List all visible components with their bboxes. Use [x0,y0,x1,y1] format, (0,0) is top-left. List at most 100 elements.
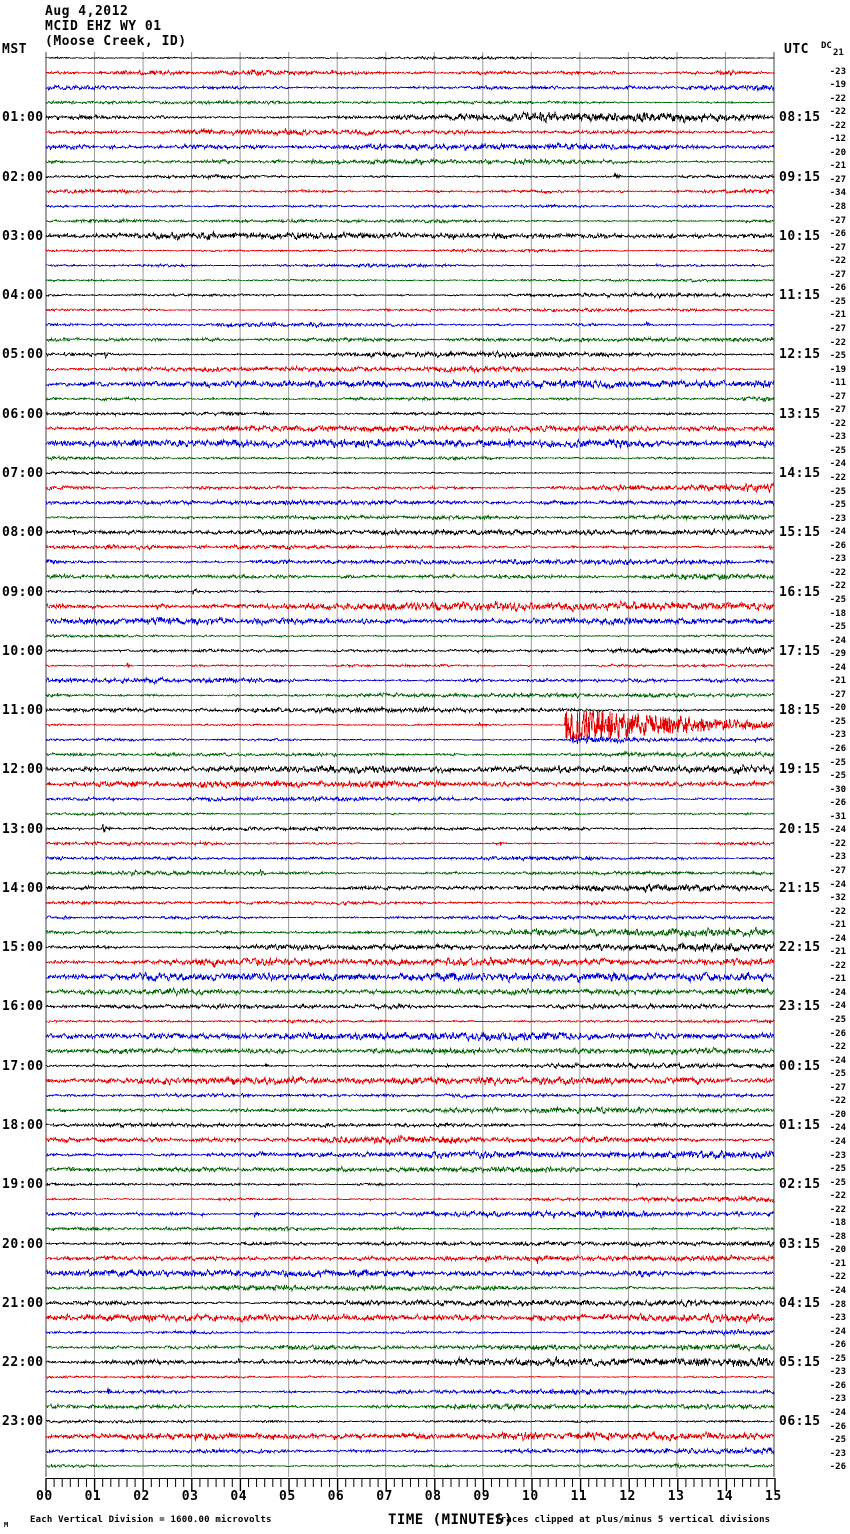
dc-value: -26 [829,229,846,240]
trace-line [45,1092,775,1100]
utc-hour-label: 23:15 [779,999,821,1015]
x-tick-label: 10 [522,1489,539,1504]
dc-value: -23 [829,730,846,741]
dc-value: -21 [829,161,846,172]
trace-line [45,1268,775,1279]
dc-value: -12 [829,134,846,145]
trace-line [45,172,775,180]
trace-line [45,320,775,329]
trace-line [45,1462,775,1469]
right-timezone-label: UTC [784,42,809,57]
trace-line [45,971,775,984]
trace-line [45,1254,775,1265]
mst-hour-label: 16:00 [2,999,44,1015]
dc-value: -25 [829,594,846,605]
trace-line [46,1046,775,1057]
dc-value: -25 [829,757,846,768]
dc-value: -23 [829,554,846,565]
trace-line [45,1387,775,1396]
scale-marker: M [4,1521,9,1529]
x-tick-label: 12 [619,1489,636,1504]
trace-line [45,811,775,817]
mst-hour-label: 23:00 [2,1414,44,1430]
dc-value: -28 [829,202,846,213]
trace-line [45,840,775,847]
dc-value: -28 [829,1299,846,1310]
dc-value: -21 [829,974,846,985]
mst-hour-label: 07:00 [2,465,44,481]
trace-line [45,1195,775,1204]
chart-footer: M Each Vertical Division = 1600.00 micro… [0,1512,850,1532]
trace-line [45,1002,775,1011]
dc-value: -21 [829,920,846,931]
trace-line [45,1446,775,1456]
dc-value: -24 [829,1136,846,1147]
trace-line [45,1355,775,1368]
dc-value: -25 [829,1069,846,1080]
trace-line [45,941,775,953]
dc-value: -26 [829,1421,846,1432]
dc-value: -18 [829,1218,846,1229]
dc-value: -23 [829,432,846,443]
dc-value: -22 [829,1272,846,1283]
trace-line [45,127,775,137]
dc-value: -24 [829,1123,846,1134]
dc-column-header: DC 21 [821,41,844,58]
trace-line [45,424,775,434]
trace-line [45,763,775,776]
mst-hour-label: 11:00 [2,703,44,719]
trace-line [45,336,775,344]
mst-hour-label: 04:00 [2,288,44,304]
chart-header: Aug 4,2012 MCID EHZ WY 01 (Moose Creek, … [45,4,187,49]
trace-line [45,1298,775,1308]
utc-hour-label: 19:15 [779,762,821,778]
dc-value: -24 [829,662,846,673]
dc-value: -21 [829,676,846,687]
dc-value: -27 [829,391,846,402]
mst-hour-label: 06:00 [2,406,44,422]
trace-line [45,662,775,669]
trace-line [45,824,775,833]
trace-line [45,1402,775,1412]
trace-line [45,1343,775,1353]
trace-line [45,705,775,715]
x-tick-label: 01 [84,1489,102,1504]
dc-value: -22 [829,418,846,429]
mst-hour-label: 03:00 [2,228,44,244]
dc-value: -22 [829,567,846,578]
dc-value: -25 [829,1177,846,1188]
utc-hour-label: 11:15 [779,288,821,304]
header-date: Aug 4,2012 [45,4,129,19]
dc-value: -26 [829,744,846,755]
dc-value: -24 [829,825,846,836]
trace-line [45,735,775,745]
dc-value: -22 [829,120,846,131]
dc-value: -22 [829,1191,846,1202]
dc-value: -22 [829,107,846,118]
dc-value: -30 [829,784,846,795]
utc-hour-label: 18:15 [779,703,821,719]
trace-line [45,868,775,877]
dc-value: -25 [829,1164,846,1175]
dc-value: -25 [829,1015,846,1026]
mst-hour-label: 12:00 [2,762,44,778]
utc-hour-label: 02:15 [779,1177,821,1193]
dc-value: -25 [829,1353,846,1364]
x-tick-label: 00 [36,1489,53,1504]
utc-hour-label: 21:15 [779,880,821,896]
trace-line [45,986,775,998]
trace-line [45,599,775,613]
dc-value: -22 [829,337,846,348]
trace-line [45,1374,775,1380]
x-tick-label: 13 [667,1489,685,1504]
dc-value: -22 [829,1204,846,1215]
mst-hour-label: 08:00 [2,525,44,541]
trace-line [45,291,775,300]
utc-hour-label: 14:15 [779,465,821,481]
trace-line [45,557,775,567]
dc-value: -24 [829,1407,846,1418]
dc-value: -25 [829,351,846,362]
trace-line [45,83,775,92]
dc-header-text: DC [821,41,832,51]
dc-value: -20 [829,1109,846,1120]
